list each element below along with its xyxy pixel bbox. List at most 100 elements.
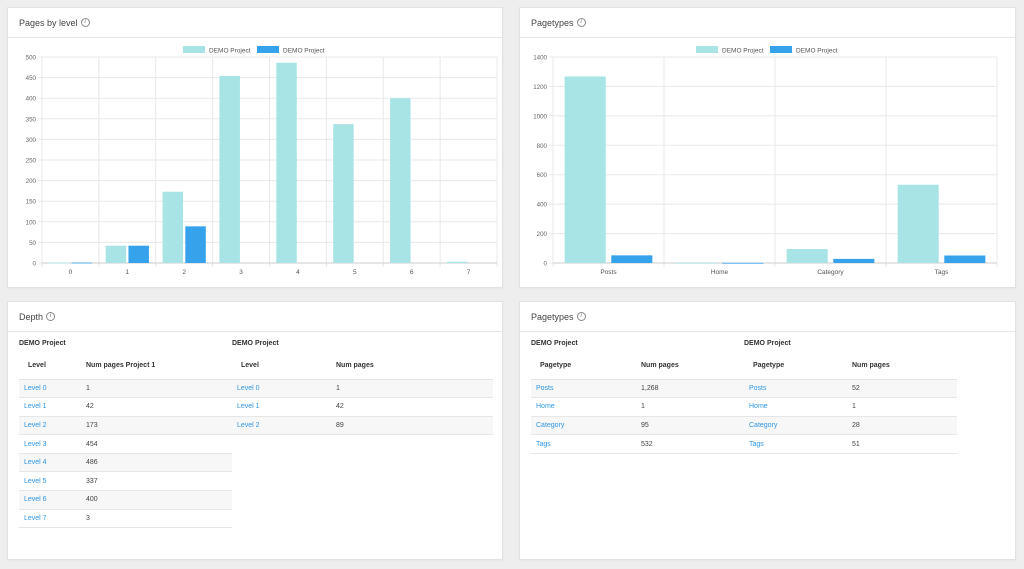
y-tick-label: 200: [537, 231, 548, 238]
table-body: Level 0 1 Level 1 42 Level 2 173 Level 3 454 Lev…: [19, 379, 232, 529]
column-header[interactable]: Num pages: [641, 352, 744, 380]
table-row: Level 0 1: [19, 379, 232, 399]
table-title: DEMO Project: [744, 340, 791, 347]
table-row: Level 2 89: [232, 416, 493, 436]
row-link[interactable]: Tags: [749, 440, 764, 448]
row-value: 89: [336, 416, 493, 436]
bar: [390, 98, 411, 263]
bar: [105, 245, 127, 263]
table-row: Level 0 1: [232, 379, 493, 399]
table-row: Level 6 400: [19, 490, 232, 510]
row-value: 1,268: [641, 379, 744, 399]
x-tick-label: 0: [69, 269, 73, 276]
row-link-cell: Level 0: [19, 379, 86, 399]
table-row: Level 7 3: [19, 509, 232, 529]
row-link[interactable]: Level 0: [24, 384, 47, 392]
row-link[interactable]: Home: [536, 403, 555, 411]
y-tick-label: 300: [26, 137, 37, 144]
row-value: 173: [86, 416, 232, 436]
x-tick-label: 2: [182, 269, 186, 276]
card-header: Pagetypes i: [520, 8, 1015, 38]
row-link[interactable]: Category: [749, 421, 778, 429]
row-value: 486: [86, 453, 232, 473]
table-body: Posts 52 Home 1 Category 28 Tags 51: [744, 379, 957, 454]
row-link[interactable]: Level 3: [24, 440, 47, 448]
info-icon[interactable]: i: [576, 312, 586, 321]
y-tick-label: 600: [537, 172, 548, 179]
table-title: DEMO Project: [531, 340, 578, 347]
row-link[interactable]: Category: [536, 421, 565, 429]
y-tick-label: 100: [26, 219, 37, 226]
x-tick-label: 4: [296, 269, 300, 276]
card-title: Pagetypes: [531, 311, 574, 322]
row-value: 454: [86, 434, 232, 454]
bar: [162, 191, 184, 263]
bar: [786, 249, 828, 263]
column-header[interactable]: Num pages: [852, 352, 957, 380]
pagetypes-chart: DEMO Project DEMO Project 0 200 400 600 800 100…: [533, 46, 998, 276]
column-header[interactable]: Level: [232, 352, 336, 380]
bar: [675, 262, 717, 264]
legend-label: DEMO Project: [209, 48, 251, 55]
row-value: 532: [641, 434, 744, 454]
row-link-cell: Level 1: [19, 397, 86, 417]
bar: [219, 75, 240, 263]
table-row: Level 2 173: [19, 416, 232, 436]
table-row: Category 28: [744, 416, 957, 436]
legend-label: DEMO Project: [722, 48, 764, 55]
depth-table-block-1: DEMO Project Level Num pages Project 1 L…: [19, 340, 232, 529]
x-tick-label: 7: [467, 269, 471, 276]
column-header[interactable]: Num pages: [336, 352, 493, 380]
y-tick-label: 400: [537, 202, 548, 209]
card-title: Depth: [19, 311, 44, 322]
y-tick-label: 350: [26, 116, 37, 123]
table-row: Tags 51: [744, 434, 957, 454]
info-icon[interactable]: i: [80, 18, 90, 27]
row-link-cell: Level 6: [19, 490, 86, 510]
y-tick-label: 500: [26, 55, 37, 62]
row-link[interactable]: Posts: [536, 384, 554, 392]
legend-swatch: [770, 46, 792, 53]
info-icon[interactable]: i: [576, 18, 586, 27]
table-row: Level 3 454: [19, 434, 232, 454]
row-link[interactable]: Level 4: [24, 459, 47, 467]
column-header[interactable]: Pagetype: [744, 352, 852, 380]
column-header[interactable]: Pagetype: [531, 352, 641, 380]
x-tick-label: Tags: [935, 269, 949, 276]
row-value: 95: [641, 416, 744, 436]
table-row: Posts 52: [744, 379, 957, 399]
row-link[interactable]: Level 2: [237, 421, 260, 429]
card-header: Pagetypes i: [520, 302, 1015, 332]
column-header[interactable]: Num pages Project 1: [86, 352, 232, 380]
row-link[interactable]: Posts: [749, 384, 767, 392]
row-link[interactable]: Level 2: [24, 421, 47, 429]
row-link[interactable]: Level 0: [237, 384, 260, 392]
row-link[interactable]: Level 7: [24, 514, 47, 522]
y-tick-label: 1000: [533, 113, 547, 120]
row-link[interactable]: Level 6: [24, 496, 47, 504]
column-header[interactable]: Level: [19, 352, 86, 380]
row-link-cell: Level 0: [232, 379, 336, 399]
row-link[interactable]: Level 1: [24, 403, 47, 411]
pagetypes-chart-card: Pagetypes i DEMO Project DEMO Project 0 200…: [519, 7, 1016, 288]
info-icon[interactable]: i: [46, 312, 56, 321]
row-link[interactable]: Level 1: [237, 403, 260, 411]
bar: [48, 262, 70, 264]
x-tick-label: 5: [353, 269, 357, 276]
bar: [944, 255, 986, 263]
table-row: Home 1: [531, 397, 744, 417]
row-value: 28: [852, 416, 957, 436]
y-tick-label: 0: [544, 261, 548, 268]
card-header: Pages by level i: [8, 8, 502, 38]
row-link[interactable]: Tags: [536, 440, 551, 448]
row-link[interactable]: Level 5: [24, 477, 47, 485]
y-tick-label: 1400: [533, 55, 547, 62]
bar: [611, 255, 653, 263]
legend-swatch: [696, 46, 718, 53]
bar: [71, 262, 93, 264]
row-link[interactable]: Home: [749, 403, 768, 411]
table-row: Level 1 42: [19, 397, 232, 417]
table-title: DEMO Project: [232, 340, 279, 347]
pagetypes-table-card: Pagetypes i DEMO Project Pagetype Num pa…: [519, 301, 1016, 560]
card-title: Pagetypes: [531, 17, 574, 28]
